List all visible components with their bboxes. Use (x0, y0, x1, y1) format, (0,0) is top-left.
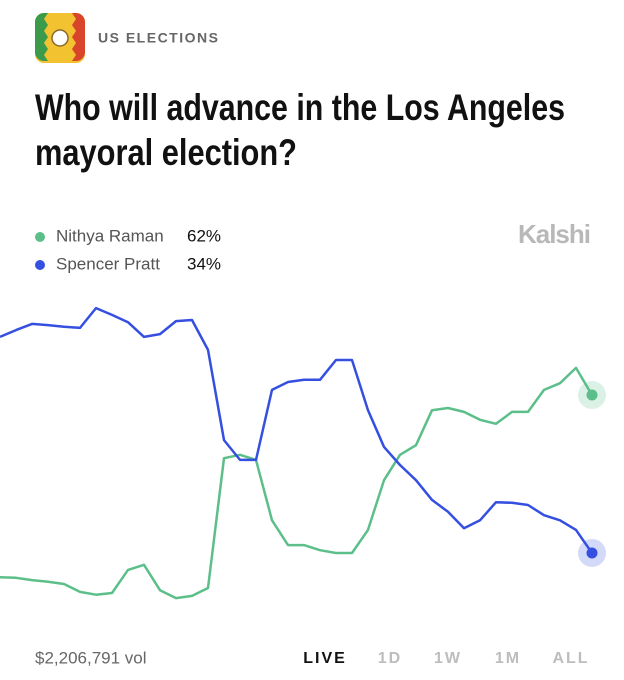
series-line (0, 366, 594, 600)
chart-title: Who will advance in the Los Angeles (35, 87, 565, 128)
range-button[interactable]: 1M (495, 650, 521, 667)
series-line (0, 306, 594, 554)
end-point (586, 547, 598, 559)
legend-value: 62% (187, 226, 221, 245)
range-button[interactable]: 1W (434, 650, 462, 667)
range-button[interactable]: ALL (552, 650, 589, 667)
section-label: US ELECTIONS (98, 30, 219, 46)
range-button[interactable]: 1D (378, 650, 402, 667)
brand-logo: Kalshi (518, 219, 590, 249)
volume: $2,206,791 vol (35, 648, 147, 667)
legend-marker (35, 260, 45, 270)
legend-label: Nithya Raman (56, 226, 164, 245)
legend-label: Spencer Pratt (56, 254, 160, 273)
plot (0, 306, 606, 600)
legend-marker (35, 232, 45, 242)
range-button[interactable]: LIVE (303, 650, 347, 667)
chart-title: mayoral election? (35, 132, 297, 173)
end-point (586, 389, 598, 401)
category-icon (35, 13, 85, 63)
legend-value: 34% (187, 254, 221, 273)
range-buttons: LIVE 1D 1W 1M ALL (303, 650, 589, 667)
